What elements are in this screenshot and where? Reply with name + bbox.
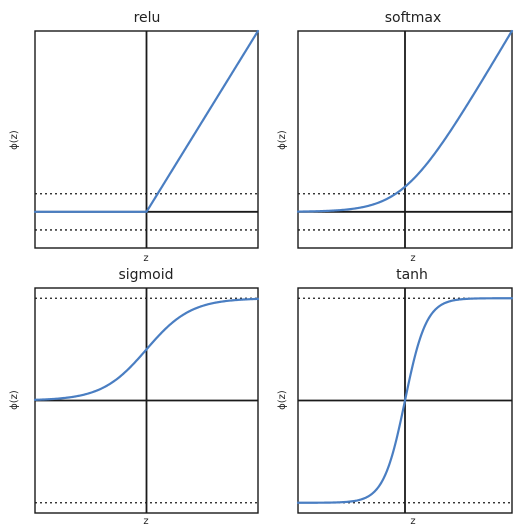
softmax-panel: softmax z ϕ(z) [277,10,514,264]
softmax-x-axis-label: z [410,253,415,264]
softmax-title: softmax [385,10,442,26]
relu-panel: relu z ϕ(z) [9,10,260,264]
tanh-plot-area [296,288,514,513]
tanh-curve [296,297,514,504]
tanh-y-axis-label: ϕ(z) [277,390,288,410]
sigmoid-curve [33,297,260,401]
relu-plot-area [33,29,260,248]
tanh-x-axis-label: z [410,516,415,525]
sigmoid-title: sigmoid [118,267,173,283]
tanh-panel: tanh z ϕ(z) [277,267,514,525]
softmax-plot-area [296,29,514,248]
softmax-y-axis-label: ϕ(z) [277,130,288,150]
sigmoid-y-axis-label: ϕ(z) [9,390,20,410]
tanh-title: tanh [396,267,428,283]
relu-title: relu [134,10,161,26]
relu-x-axis-label: z [143,253,148,264]
softmax-curve [296,29,514,213]
relu-curve [33,29,260,213]
sigmoid-panel: sigmoid z ϕ(z) [9,267,260,525]
sigmoid-plot-area [33,288,260,513]
sigmoid-x-axis-label: z [143,516,148,525]
relu-y-axis-label: ϕ(z) [9,130,20,150]
